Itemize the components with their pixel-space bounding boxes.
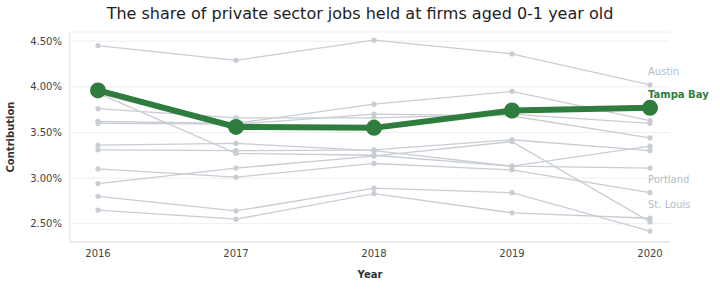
svg-text:Year: Year: [357, 269, 383, 280]
svg-text:Contribution: Contribution: [8, 102, 16, 173]
svg-text:2016: 2016: [85, 248, 110, 259]
svg-text:2020: 2020: [637, 248, 662, 259]
svg-text:4.00%: 4.00%: [30, 81, 62, 92]
svg-text:2017: 2017: [223, 248, 248, 259]
svg-text:St. Louis: St. Louis: [648, 199, 690, 210]
svg-text:4.50%: 4.50%: [30, 36, 62, 47]
svg-text:Portland: Portland: [648, 174, 689, 185]
svg-text:Austin: Austin: [648, 66, 679, 77]
svg-text:2.50%: 2.50%: [30, 218, 62, 229]
html-text:The share of private sector jo: The share of private sector jobs held at…: [106, 4, 614, 23]
svg-text:3.00%: 3.00%: [30, 173, 62, 184]
svg-text:2019: 2019: [499, 248, 524, 259]
svg-text:3.50%: 3.50%: [30, 127, 62, 138]
svg-text:Tampa Bay: Tampa Bay: [648, 89, 709, 100]
svg-text:2018: 2018: [361, 248, 386, 259]
